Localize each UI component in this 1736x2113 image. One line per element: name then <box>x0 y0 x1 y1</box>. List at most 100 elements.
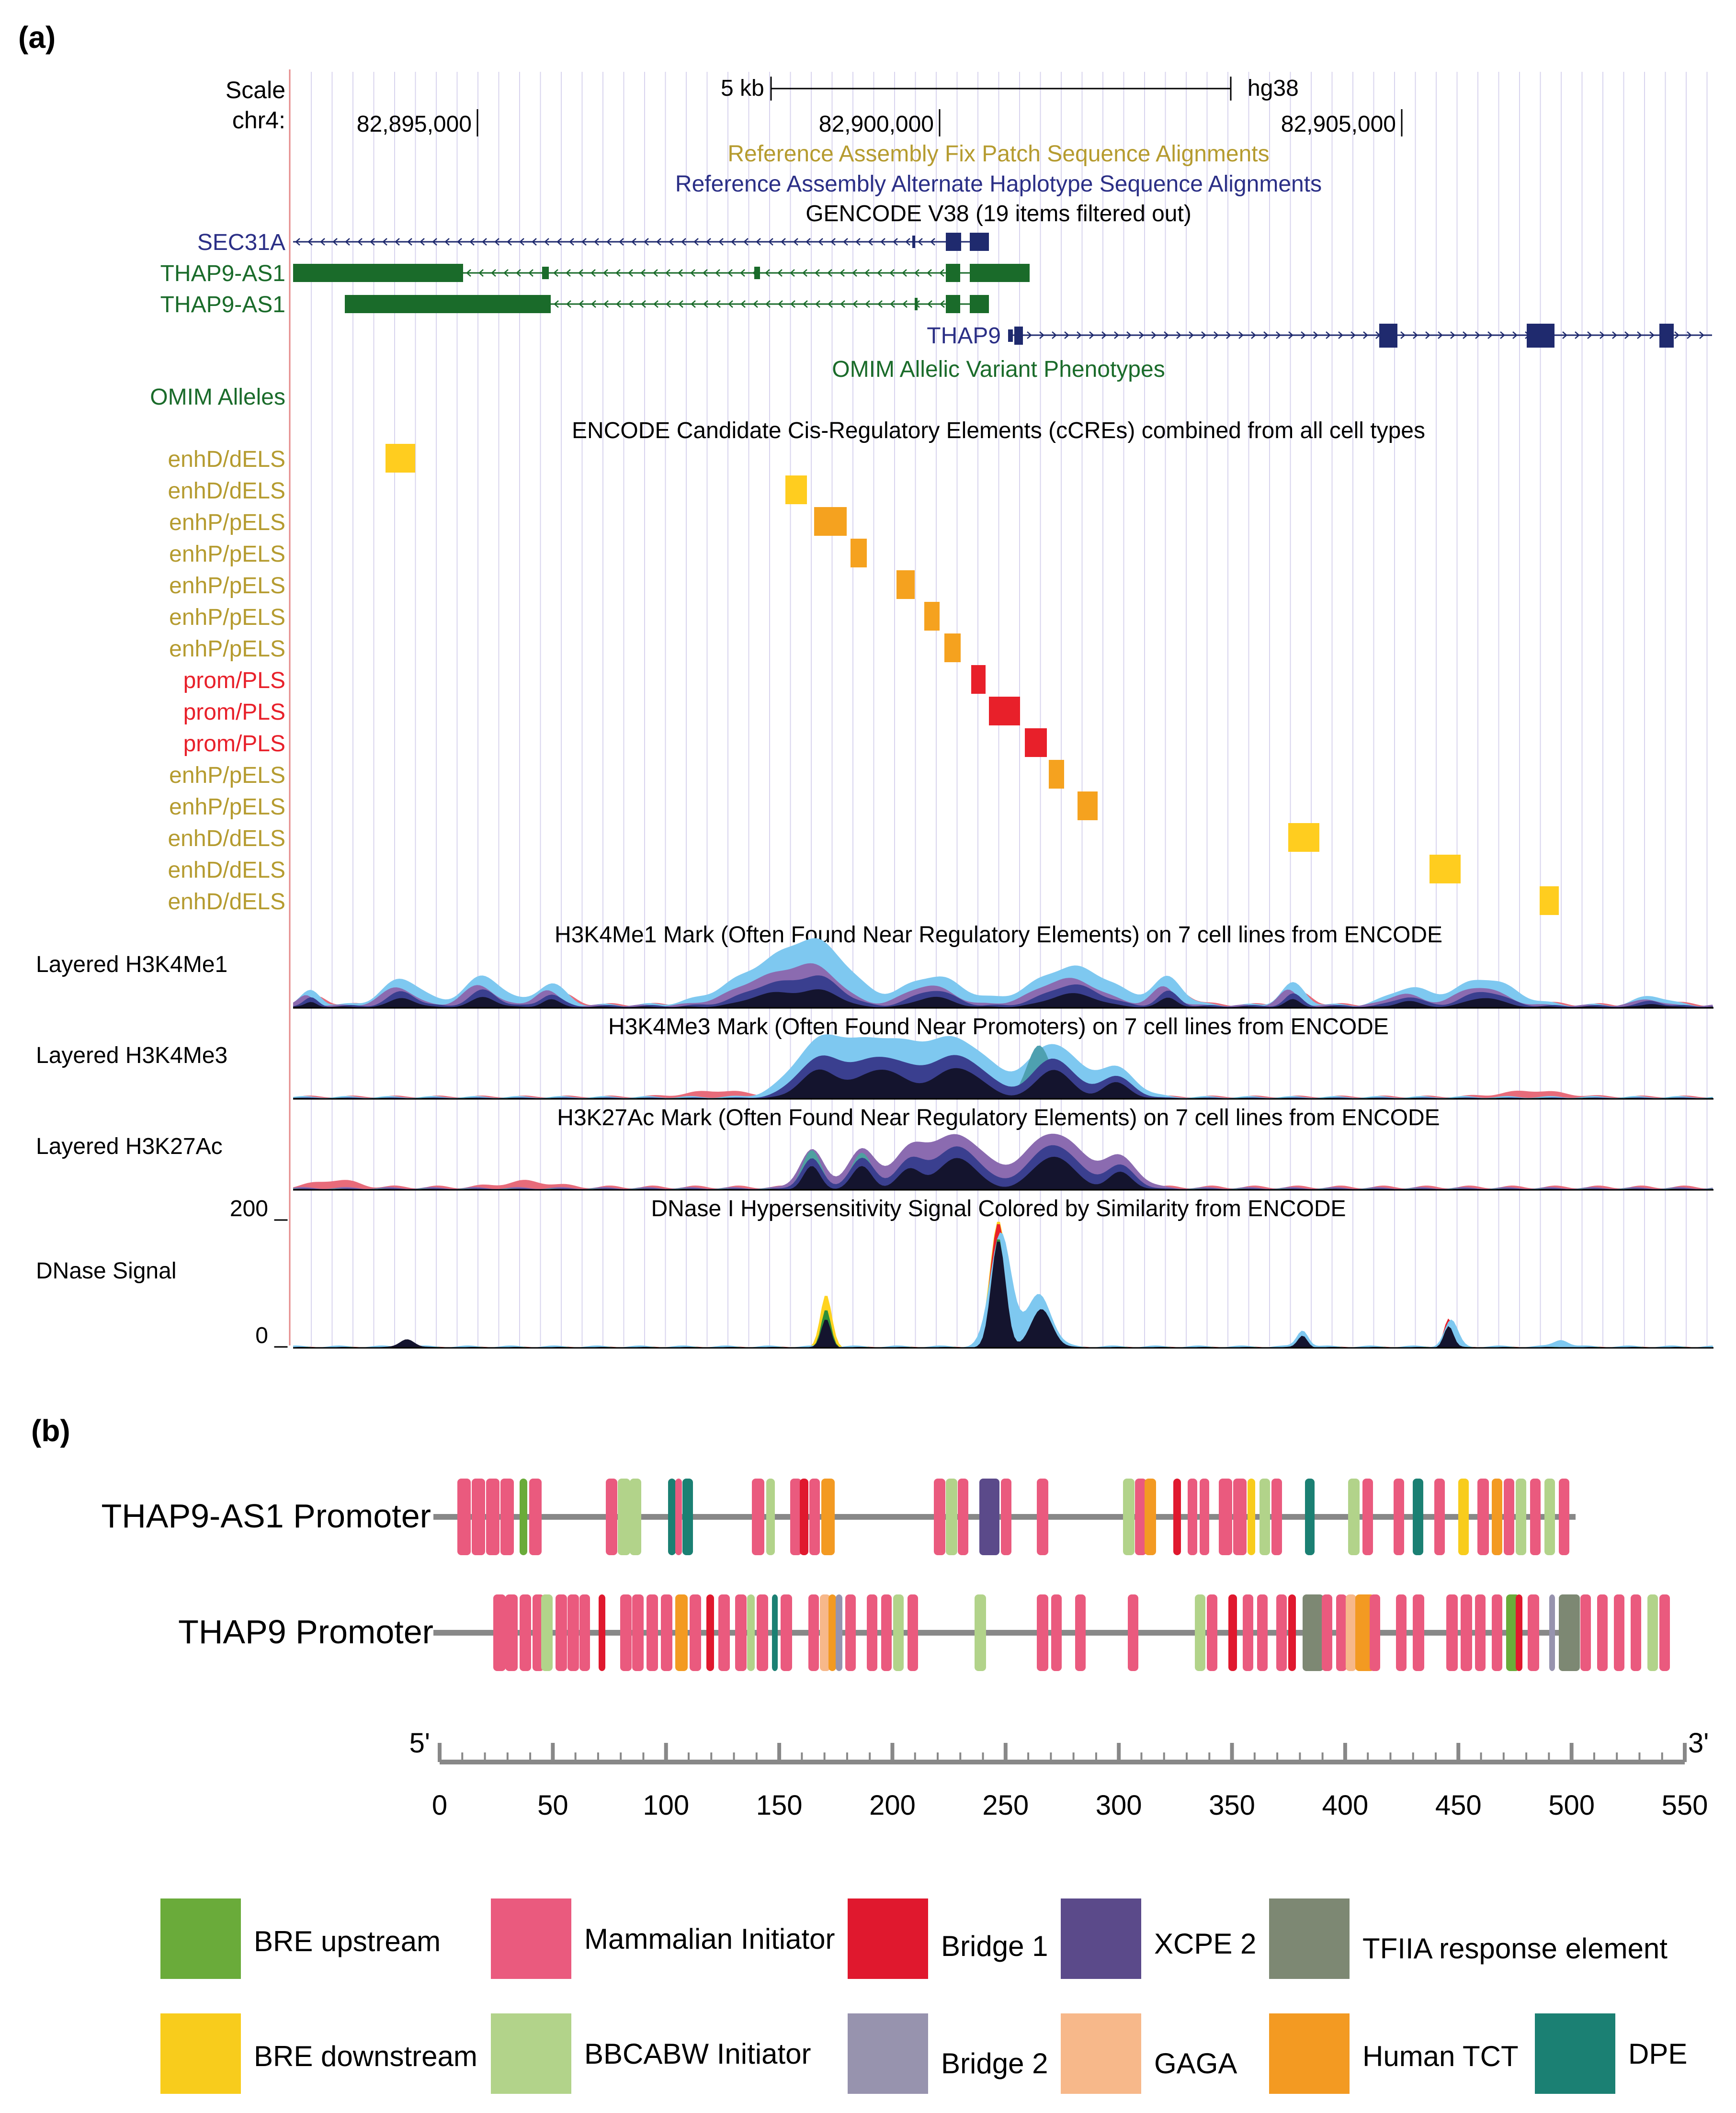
motif-box <box>1631 1594 1641 1671</box>
strand-arrow <box>790 300 795 308</box>
strand-arrow <box>1301 331 1306 339</box>
motif-box <box>1516 1594 1522 1671</box>
motif-box <box>1614 1594 1624 1671</box>
h3k27ac-title: H3K27Ac Mark (Often Found Near Regulator… <box>557 1105 1440 1130</box>
motif-box <box>1477 1479 1489 1555</box>
guide-lines <box>311 72 1708 1346</box>
gene-label-thap9-as1-1: THAP9-AS1 <box>160 261 285 286</box>
motif-box <box>946 1479 957 1555</box>
strand-arrow <box>307 238 313 246</box>
strand-arrow <box>656 238 661 246</box>
motif-box <box>1305 1479 1315 1555</box>
ccre-box-enhp <box>1049 760 1064 789</box>
motif-box <box>1276 1594 1287 1671</box>
motif-box <box>1228 1594 1237 1671</box>
strand-arrow <box>603 269 608 277</box>
gene-models <box>293 233 1712 348</box>
strand-arrow <box>840 300 845 308</box>
ccre-label: enhD/dELS <box>168 478 285 504</box>
ccre-label: enhP/pELS <box>169 636 285 662</box>
ccre-box-enhp <box>851 539 867 567</box>
motif-box <box>690 1594 701 1671</box>
legend-label: BRE upstream <box>254 1925 441 1957</box>
strand-arrow <box>616 300 621 308</box>
thap9-as1-1-exon <box>970 264 1030 282</box>
thap9-as1-1-exon <box>754 267 760 279</box>
omim-pheno-title: OMIM Allelic Variant Phenotypes <box>832 357 1165 382</box>
axis-3prime: 3' <box>1688 1728 1709 1759</box>
strand-arrow <box>715 269 720 277</box>
motif-box <box>1647 1594 1658 1671</box>
motif-box <box>958 1479 968 1555</box>
strand-arrow <box>927 300 932 308</box>
motif-box <box>1257 1594 1268 1671</box>
strand-arrow <box>768 238 773 246</box>
strand-arrow <box>432 238 437 246</box>
motif-box <box>808 1594 819 1671</box>
strand-arrow <box>893 238 898 246</box>
strand-arrow <box>877 269 882 277</box>
motif-box <box>718 1594 730 1671</box>
strand-arrow <box>665 269 670 277</box>
motif-box <box>1458 1479 1469 1555</box>
thap9-as1-1-exon <box>293 264 463 282</box>
strand-arrow <box>902 300 908 308</box>
strand-arrow <box>715 300 721 308</box>
strand-arrow <box>740 300 746 308</box>
legend-label: GAGA <box>1154 2047 1237 2079</box>
strand-arrow <box>1052 331 1057 339</box>
motif-box <box>1434 1479 1445 1555</box>
legend-swatch <box>1061 1898 1141 1979</box>
h3k4me3-title: H3K4Me3 Mark (Often Found Near Promoters… <box>608 1014 1389 1040</box>
motif-box <box>647 1594 658 1671</box>
gene-label-thap9-as1-2: THAP9-AS1 <box>160 292 285 317</box>
ccre-box-prom <box>1025 728 1047 757</box>
motif-box <box>1195 1594 1205 1671</box>
motif-box <box>1413 1594 1424 1671</box>
strand-arrow <box>666 300 671 308</box>
ccre-label: enhD/dELS <box>168 447 285 472</box>
strand-arrow <box>594 238 599 246</box>
ccre-box-enhd <box>1540 886 1559 915</box>
strand-arrow <box>1101 331 1107 339</box>
motif-box <box>486 1479 499 1555</box>
ccre-label: prom/PLS <box>183 731 285 757</box>
strand-arrow <box>469 238 475 246</box>
thap9-as1-2-strand-arrows <box>554 300 945 308</box>
motif-box <box>1559 1479 1569 1555</box>
thap9-exon <box>1008 329 1013 342</box>
strand-arrow <box>1400 331 1406 339</box>
axis-tick-label: 400 <box>1322 1790 1369 1821</box>
motif-box <box>675 1479 682 1555</box>
strand-arrow <box>395 238 400 246</box>
strand-arrow <box>778 300 783 308</box>
panel-b-label: (b) <box>31 1413 70 1448</box>
legend-label: DPE <box>1628 2038 1687 2070</box>
strand-arrow <box>1600 331 1605 339</box>
ccre-box-prom <box>989 697 1020 725</box>
legend-label: Human TCT <box>1362 2040 1519 2072</box>
strand-arrow <box>815 300 820 308</box>
strand-arrow <box>1251 331 1256 339</box>
strand-arrow <box>802 269 807 277</box>
dnase-label: DNase Signal <box>36 1258 176 1284</box>
strand-arrow <box>1624 331 1630 339</box>
motif-box <box>1549 1594 1555 1671</box>
fix-patch-title: Reference Assembly Fix Patch Sequence Al… <box>727 141 1269 167</box>
strand-arrow <box>1338 331 1343 339</box>
signal-layer <box>293 1055 1713 1099</box>
thap9-exon <box>1527 324 1554 348</box>
motif-box <box>541 1594 553 1671</box>
strand-arrow <box>781 238 786 246</box>
axis-ticks: 0 50 100 150 200 250 300 350 400 450 500 550 <box>432 1743 1708 1821</box>
panel-a-label: (a) <box>18 20 56 55</box>
h3k4me3-signal <box>293 1034 1713 1099</box>
motif-box <box>1037 1594 1048 1671</box>
strand-arrow <box>569 238 574 246</box>
legend-swatch <box>848 2013 928 2094</box>
motif-box <box>579 1594 590 1671</box>
strand-arrow <box>918 238 923 246</box>
legend-label: Bridge 2 <box>941 2047 1048 2079</box>
thap9-as1-2-exon <box>970 295 989 313</box>
coord-3: 82,905,000 <box>1281 112 1396 137</box>
